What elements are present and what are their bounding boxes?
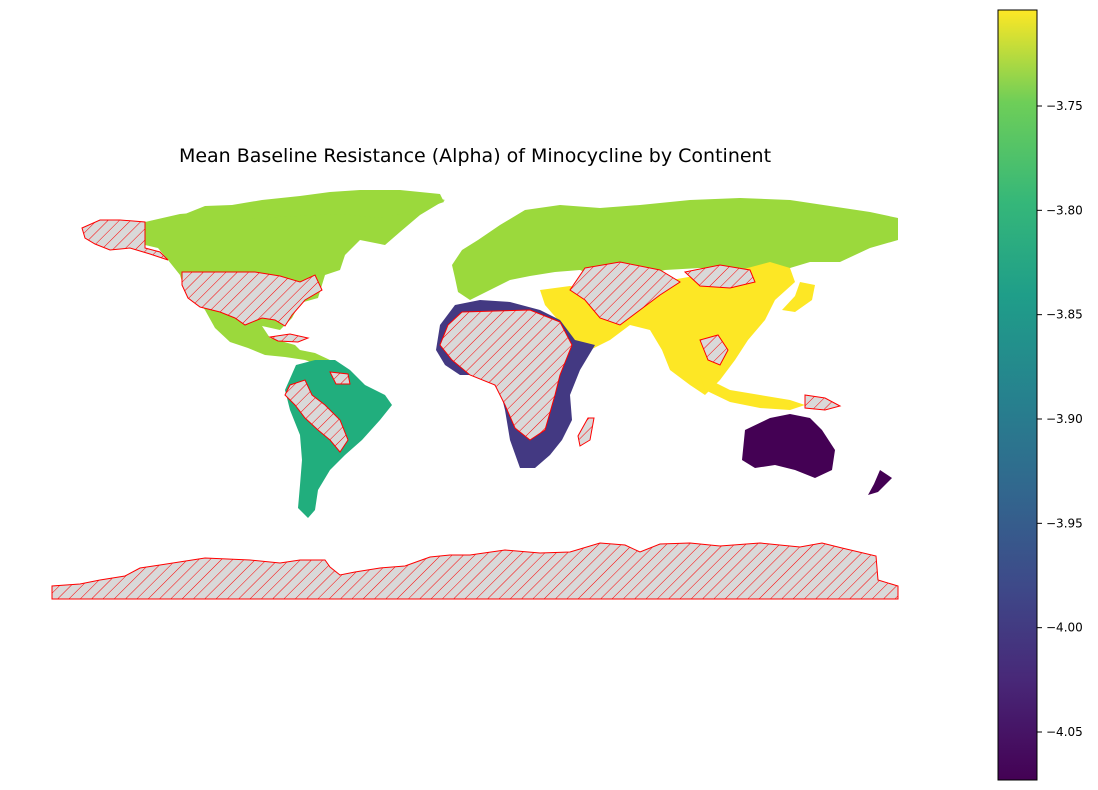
region-middle-east-central-asia-missing [569, 261, 681, 326]
colorbar-tick-label: −3.90 [1046, 412, 1083, 426]
region-europe-north-asia [452, 198, 898, 300]
region-mongolia-missing [683, 264, 756, 289]
region-japan [782, 282, 815, 312]
colorbar-tick-label: −3.75 [1046, 99, 1083, 113]
region-guianas-missing [329, 371, 351, 385]
colorbar-tick-label: −3.80 [1046, 203, 1083, 217]
region-new-zealand [868, 470, 892, 495]
region-andes-missing [284, 379, 349, 453]
region-madagascar-missing [577, 417, 595, 447]
world-map [51, 190, 899, 600]
region-new-guinea-missing [804, 394, 842, 411]
region-indonesia [700, 375, 805, 410]
region-australia [742, 414, 835, 478]
region-africa-missing [439, 309, 573, 441]
region-arctic-islands [185, 190, 444, 222]
region-southeast-asia-missing [699, 334, 729, 366]
colorbar-ticks: −3.75 −3.80 −3.85 −3.90 −3.95 −4.00 −4.05 [1037, 99, 1083, 739]
region-united-states-missing [181, 271, 323, 327]
chart-title: Mean Baseline Resistance (Alpha) of Mino… [179, 145, 771, 167]
region-caribbean-missing [268, 333, 310, 343]
region-alaska-missing [81, 219, 169, 261]
colorbar-tick-label: −3.95 [1046, 516, 1083, 530]
colorbar: −3.75 −3.80 −3.85 −3.90 −3.95 −4.00 −4.05 [997, 9, 1083, 781]
colorbar-tick-label: −3.85 [1046, 308, 1083, 322]
colorbar-tick-label: −4.00 [1046, 621, 1083, 635]
region-antarctica-missing [51, 542, 899, 600]
colorbar-gradient [997, 9, 1038, 781]
colorbar-tick-label: −4.05 [1046, 725, 1083, 739]
